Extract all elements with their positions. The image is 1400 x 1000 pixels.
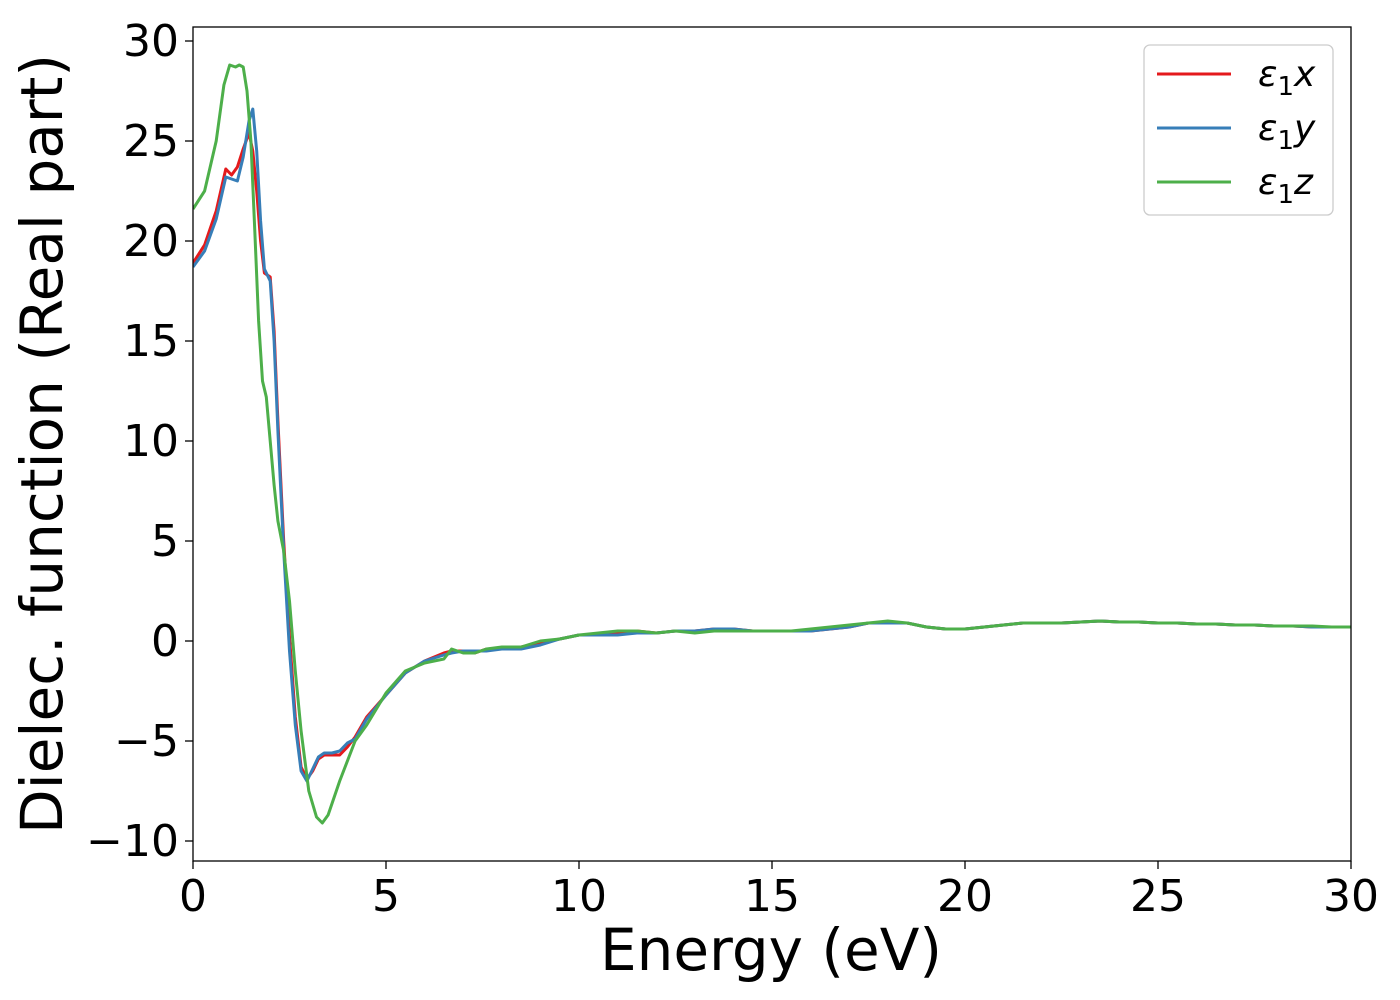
- y-axis-title: Dielec. function (Real part): [8, 54, 76, 834]
- y-axis-ticks: −10 −5 0 5 10 15 20 25 30: [86, 16, 193, 867]
- y-tick-label: 0: [151, 616, 179, 667]
- series-line-z: [193, 63, 1351, 825]
- legend-box: [1143, 44, 1334, 216]
- x-axis-title: Energy (eV): [600, 916, 942, 984]
- y-tick-label: 10: [123, 416, 179, 467]
- y-tick-label: −5: [114, 716, 179, 767]
- x-tick-label: 25: [1130, 871, 1186, 922]
- y-tick-label: 25: [123, 116, 179, 167]
- x-tick-label: 15: [744, 871, 800, 922]
- y-tick-label: 30: [123, 16, 179, 67]
- x-tick-label: 20: [937, 871, 993, 922]
- y-tick-label: 20: [123, 216, 179, 267]
- x-tick-label: 30: [1323, 871, 1379, 922]
- x-tick-label: 0: [179, 871, 207, 922]
- legend-label-z: ε1z: [1258, 162, 1314, 210]
- x-tick-label: 10: [551, 871, 607, 922]
- x-tick-label: 5: [372, 871, 400, 922]
- x-axis-ticks: 0 5 10 15 20 25 30: [179, 861, 1379, 922]
- y-tick-label: 15: [123, 316, 179, 367]
- legend: ε1x ε1y ε1z: [1143, 44, 1334, 216]
- y-tick-label: 5: [151, 516, 179, 567]
- plot-area: [192, 26, 1352, 862]
- legend-label-y: ε1y: [1258, 108, 1316, 156]
- y-tick-label: −10: [86, 816, 179, 867]
- legend-label-x: ε1x: [1258, 54, 1316, 102]
